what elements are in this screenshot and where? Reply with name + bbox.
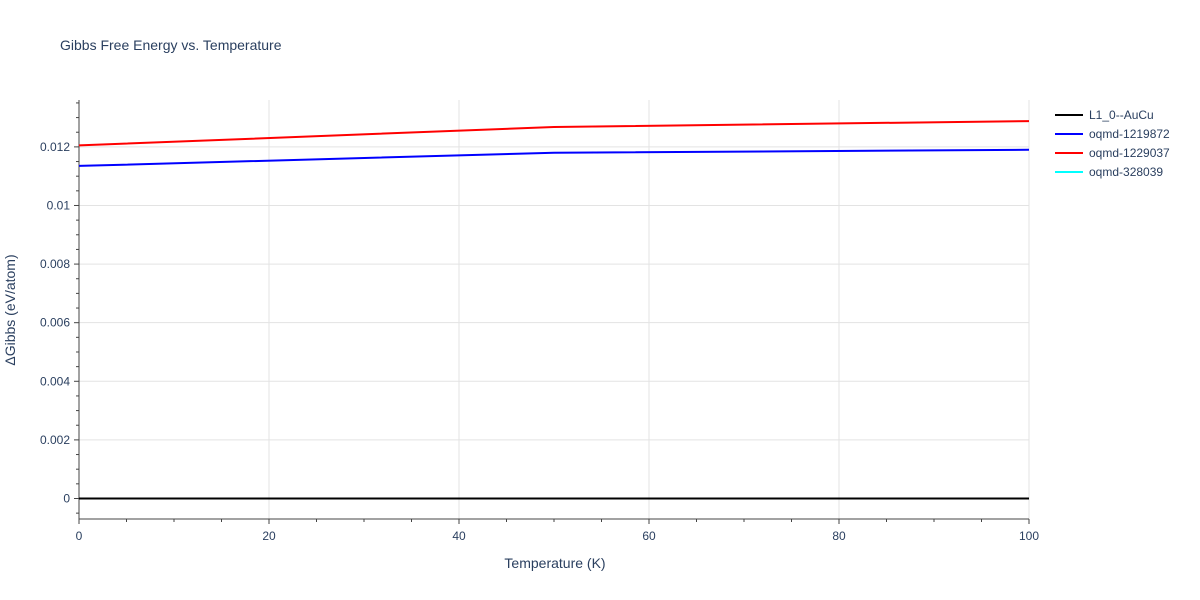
x-tick-label: 0 (76, 529, 83, 543)
y-tick-label: 0 (63, 491, 70, 505)
x-tick-label: 40 (452, 529, 466, 543)
y-axis-ticks: 0 0.002 0.004 0.006 0.008 0.01 0.012 (40, 102, 79, 514)
series-line (78, 148, 1030, 167)
x-tick-label: 100 (1019, 529, 1039, 543)
legend-item[interactable]: oqmd-328039 (1055, 165, 1163, 179)
y-tick-label: 0.008 (40, 257, 70, 271)
legend-item[interactable]: L1_0--AuCu (1055, 108, 1154, 122)
legend-label: oqmd-1219872 (1089, 127, 1170, 141)
legend[interactable]: L1_0--AuCu oqmd-1219872 oqmd-1229037 oqmd-3… (1055, 108, 1170, 179)
y-tick-label: 0.002 (40, 433, 70, 447)
legend-label: L1_0--AuCu (1089, 108, 1154, 122)
x-axis-title: Temperature (K) (504, 555, 605, 571)
x-tick-label: 20 (262, 529, 276, 543)
x-axis-ticks: 0 20 40 60 80 100 (76, 519, 1039, 543)
legend-label: oqmd-1229037 (1089, 146, 1170, 160)
y-tick-label: 0.01 (47, 198, 71, 212)
legend-item[interactable]: oqmd-1229037 (1055, 146, 1170, 160)
y-axis-title: ΔGibbs (eV/atom) (2, 254, 18, 365)
chart-title: Gibbs Free Energy vs. Temperature (60, 37, 282, 53)
y-tick-label: 0.004 (40, 374, 70, 388)
series-lines (78, 120, 1030, 500)
gridlines (79, 100, 1030, 519)
x-tick-label: 80 (832, 529, 846, 543)
legend-item[interactable]: oqmd-1219872 (1055, 127, 1170, 141)
y-tick-label: 0.012 (40, 140, 70, 154)
y-tick-label: 0.006 (40, 316, 70, 330)
x-tick-label: 60 (642, 529, 656, 543)
series-line (78, 120, 1030, 147)
legend-label: oqmd-328039 (1089, 165, 1163, 179)
